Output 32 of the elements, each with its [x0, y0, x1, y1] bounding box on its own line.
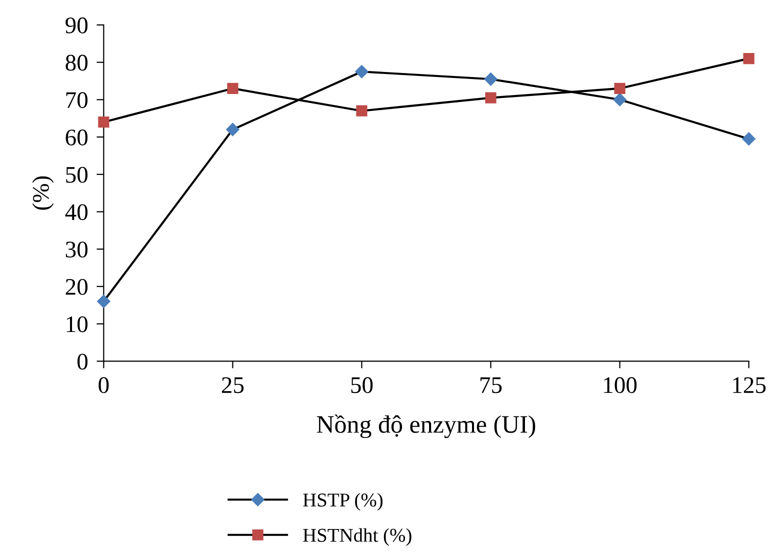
point [356, 105, 368, 116]
point [226, 122, 240, 136]
point [227, 82, 238, 94]
x-tick-label: 0 [98, 377, 109, 394]
y-tick-label: 40 [65, 204, 88, 220]
point [98, 116, 110, 128]
y-tick-label: 20 [66, 278, 88, 295]
y-tick-label: 70 [66, 92, 88, 108]
legend-label: HSTP (%) [303, 492, 383, 511]
x-tick-label: 50 [351, 377, 373, 394]
y-tick-label: 10 [66, 316, 88, 332]
y-tick-label: 90 [66, 17, 88, 34]
y-tick-label: 80 [66, 54, 88, 71]
point [484, 72, 498, 86]
x-tick-label: 100 [604, 377, 637, 394]
x-tick-label: 125 [733, 377, 766, 394]
point [743, 53, 754, 64]
point [742, 132, 756, 146]
y-axis-title: (%) [32, 176, 54, 210]
point [355, 65, 368, 78]
x-axis-title: Nồng độ enzyme (UI) [316, 414, 536, 438]
x-tick-label: 25 [222, 377, 244, 394]
legend-label: HSTNdht (%) [303, 528, 412, 546]
y-tick-label: 30 [66, 242, 88, 258]
point [613, 93, 626, 106]
y-tick-label: 60 [66, 130, 88, 146]
y-tick-label: 50 [66, 166, 88, 183]
point [485, 92, 496, 104]
point [614, 82, 626, 94]
point [97, 294, 110, 308]
y-tick-label: 0 [77, 354, 88, 370]
x-tick-label: 75 [480, 377, 502, 394]
